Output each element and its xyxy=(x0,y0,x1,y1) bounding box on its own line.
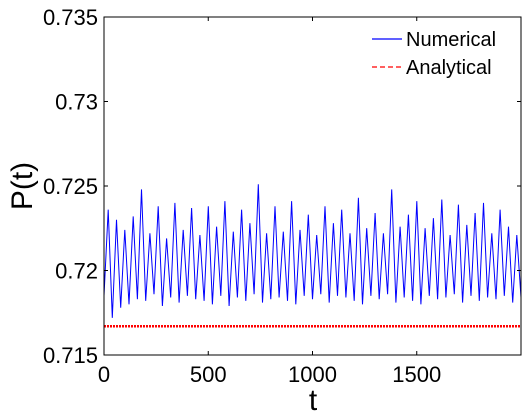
x-tick-label: 0 xyxy=(98,362,110,387)
legend-label-numerical: Numerical xyxy=(406,29,496,51)
tick-layer: 0 500 1000 1500 0.715 0.72 0.725 0.73 0.735 xyxy=(43,5,521,387)
x-tick-label: 1500 xyxy=(392,362,441,387)
y-axis-label: P(t) xyxy=(6,162,39,210)
legend-label-analytical: Analytical xyxy=(406,57,492,79)
x-tick-label: 1000 xyxy=(288,362,337,387)
y-tick-label: 0.735 xyxy=(43,5,98,30)
y-tick-label: 0.715 xyxy=(43,343,98,368)
series-line-numerical xyxy=(104,184,521,318)
y-tick-label: 0.72 xyxy=(55,259,98,284)
y-tick-label: 0.73 xyxy=(55,90,98,115)
x-axis-label: t xyxy=(309,384,318,417)
x-tick-label: 500 xyxy=(190,362,227,387)
y-tick-label: 0.725 xyxy=(43,174,98,199)
legend: Numerical Analytical xyxy=(372,29,496,79)
series-layer xyxy=(104,184,521,328)
